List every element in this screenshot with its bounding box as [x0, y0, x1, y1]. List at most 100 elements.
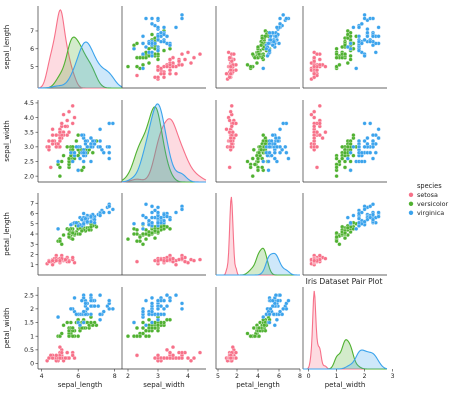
point-versicolor — [256, 325, 262, 331]
point-virginica — [88, 219, 94, 224]
point-versicolor — [61, 323, 66, 328]
point-versicolor — [125, 64, 131, 69]
point-virginica — [143, 16, 149, 21]
point-setosa — [188, 60, 194, 66]
point-virginica — [107, 298, 112, 303]
point-versicolor — [152, 228, 158, 233]
point-virginica — [140, 226, 146, 231]
kde-fill-virginica — [216, 253, 300, 275]
point-virginica — [149, 16, 155, 21]
panel-sepal_width-vs-petal_width — [302, 100, 387, 183]
point-virginica — [107, 204, 112, 209]
point-virginica — [81, 320, 86, 325]
point-virginica — [173, 210, 179, 215]
point-virginica — [277, 293, 283, 298]
point-versicolor — [348, 57, 353, 62]
point-virginica — [164, 34, 170, 39]
point-virginica — [365, 30, 370, 35]
y-tick-label: 0.5 — [24, 347, 34, 354]
point-versicolor — [87, 227, 92, 232]
legend-marker-virginica — [408, 210, 414, 215]
point-versicolor — [59, 331, 64, 336]
point-setosa — [158, 66, 164, 71]
point-setosa — [228, 136, 233, 141]
x-tick-label: 8 — [298, 373, 302, 380]
y-tick-label: 7 — [30, 28, 34, 35]
point-virginica — [264, 46, 269, 51]
x-tick-label: 4 — [186, 373, 190, 380]
point-setosa — [312, 75, 317, 80]
point-virginica — [155, 312, 161, 317]
x-tick-label: 8 — [113, 373, 117, 380]
point-versicolor — [140, 331, 146, 336]
x-axis-label-petal_length: petal_length — [236, 381, 280, 389]
point-versicolor — [146, 60, 152, 66]
point-versicolor — [345, 60, 350, 66]
point-versicolor — [342, 150, 348, 155]
point-setosa — [191, 356, 197, 361]
point-versicolor — [143, 328, 149, 333]
point-virginica — [107, 121, 112, 126]
point-setosa — [312, 136, 317, 141]
point-versicolor — [134, 41, 140, 46]
point-versicolor — [250, 156, 255, 161]
x-tick-label: 0 — [307, 373, 311, 380]
kde-line-versicolor — [38, 36, 122, 89]
point-setosa — [57, 136, 62, 141]
point-virginica — [265, 53, 270, 58]
point-versicolor — [66, 156, 72, 161]
x-tick-label: 4 — [256, 373, 260, 380]
point-virginica — [158, 39, 164, 44]
point-versicolor — [262, 323, 267, 328]
point-virginica — [266, 168, 271, 173]
point-versicolor — [256, 334, 262, 339]
point-versicolor — [65, 144, 70, 149]
point-virginica — [267, 312, 272, 317]
point-virginica — [345, 156, 350, 161]
point-versicolor — [342, 52, 348, 57]
point-versicolor — [348, 53, 353, 58]
point-versicolor — [152, 236, 158, 241]
point-setosa — [167, 62, 173, 67]
point-versicolor — [70, 230, 75, 236]
point-virginica — [179, 301, 185, 306]
point-setosa — [167, 57, 173, 62]
point-versicolor — [334, 235, 339, 240]
point-virginica — [155, 220, 161, 225]
point-versicolor — [250, 52, 255, 57]
point-virginica — [261, 66, 266, 71]
y-tick-label: 1 — [30, 262, 34, 269]
point-virginica — [99, 147, 104, 152]
point-virginica — [149, 215, 155, 220]
point-virginica — [110, 121, 115, 126]
point-virginica — [140, 52, 146, 57]
point-setosa — [161, 71, 167, 76]
point-virginica — [277, 144, 283, 149]
point-setosa — [317, 121, 322, 126]
point-versicolor — [250, 174, 255, 179]
point-virginica — [359, 41, 364, 46]
point-versicolor — [134, 64, 140, 69]
point-virginica — [284, 150, 289, 155]
point-setosa — [134, 353, 140, 358]
point-virginica — [79, 133, 84, 138]
point-virginica — [365, 217, 370, 222]
point-setosa — [312, 55, 317, 60]
point-virginica — [167, 298, 173, 303]
point-virginica — [155, 48, 161, 53]
point-virginica — [270, 133, 275, 138]
y-tick-label: 2.5 — [24, 292, 34, 299]
point-virginica — [167, 43, 173, 48]
kde-fill-setosa — [303, 290, 387, 369]
point-versicolor — [143, 231, 149, 237]
point-virginica — [277, 127, 283, 132]
point-setosa — [197, 52, 203, 57]
y-tick-label: 5 — [30, 64, 34, 71]
point-setosa — [155, 68, 161, 73]
point-versicolor — [57, 165, 62, 170]
point-setosa — [65, 133, 70, 138]
point-virginica — [376, 25, 381, 30]
